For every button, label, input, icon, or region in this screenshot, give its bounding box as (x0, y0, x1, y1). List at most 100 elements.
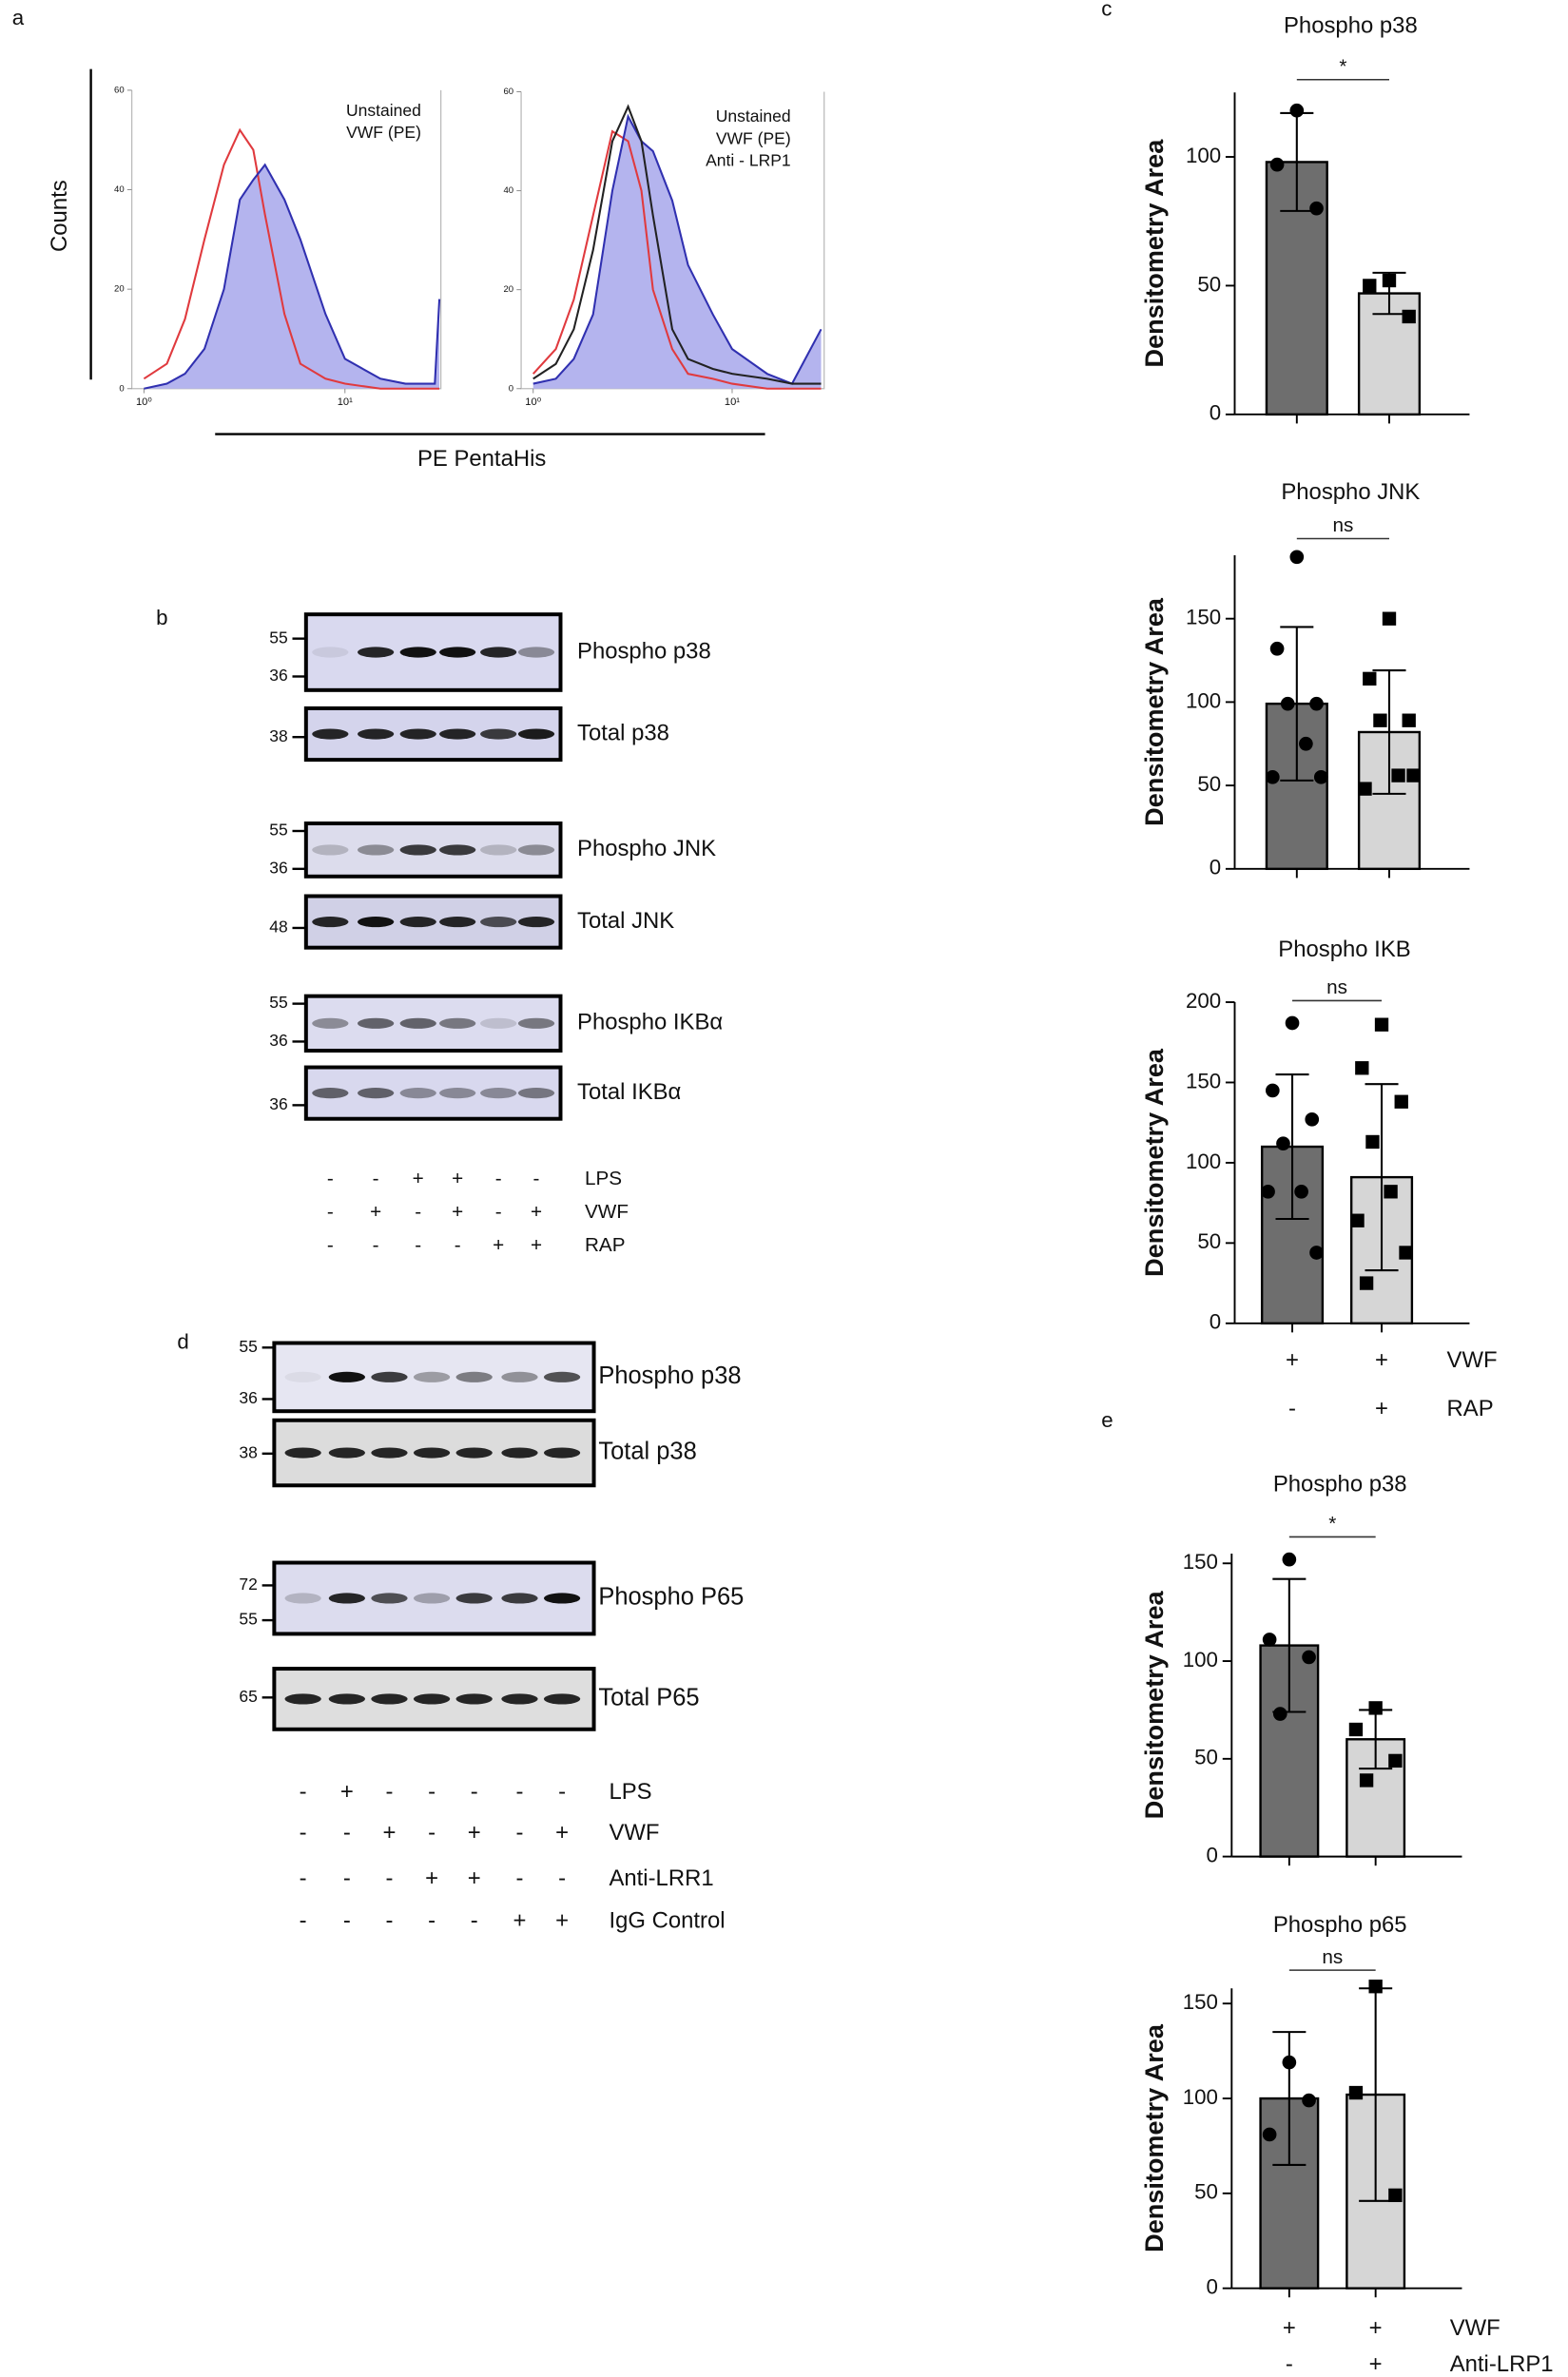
condition-sign: + (382, 1820, 396, 1846)
data-point (1373, 713, 1387, 727)
condition-label: IgG Control (609, 1907, 725, 1933)
blot-label: Phospho p38 (577, 638, 711, 664)
data-point (1363, 279, 1377, 293)
marker-label: 36 (239, 1388, 257, 1407)
blot-band (439, 1017, 476, 1029)
data-point (1359, 1276, 1374, 1290)
condition-label: VWF (1447, 1347, 1498, 1373)
marker-label: 72 (239, 1575, 257, 1594)
blot-band (543, 1447, 581, 1459)
condition-sign: + (452, 1201, 463, 1223)
data-point (1309, 201, 1324, 216)
blot-band (413, 1593, 451, 1604)
data-point (1313, 770, 1328, 784)
x-tick-label: 10¹ (725, 396, 740, 408)
blot-band (480, 1088, 517, 1099)
condition-sign: - (471, 1907, 478, 1933)
blot-label: Phospho IKBα (577, 1010, 723, 1035)
data-point (1350, 1213, 1365, 1227)
blot-band (517, 917, 555, 928)
y-tick-label: 150 (1186, 606, 1221, 629)
histogram-line (532, 113, 823, 385)
condition-label: LPS (609, 1779, 651, 1805)
blot-band (284, 1371, 321, 1382)
condition-sign: - (516, 1865, 524, 1891)
error-bar (1275, 1073, 1309, 1221)
condition-sign: + (468, 1820, 481, 1846)
blot-strip (272, 1341, 596, 1414)
condition-sign: + (1286, 1347, 1299, 1373)
panel-label: d (177, 1329, 188, 1353)
blot-band (517, 844, 555, 856)
chart-title: Phospho p38 (1284, 12, 1418, 38)
blot-band (358, 647, 395, 658)
data-point (1382, 611, 1397, 626)
blot-band (312, 647, 349, 658)
condition-sign: - (343, 1820, 351, 1846)
condition-sign: - (455, 1234, 461, 1256)
blot-strip (272, 1560, 596, 1636)
y-axis-label: Densitometry Area (1139, 139, 1169, 368)
error-bar (1280, 626, 1314, 782)
condition-sign: + (1369, 2351, 1383, 2377)
legend-entry: VWF (PE) (346, 123, 421, 142)
data-point (1309, 696, 1324, 711)
y-axis-label: Densitometry Area (1139, 2023, 1169, 2252)
condition-sign: + (555, 1820, 569, 1846)
data-point (1368, 1701, 1383, 1715)
y-axis-label: Densitometry Area (1139, 1048, 1169, 1277)
condition-sign: - (373, 1168, 379, 1189)
y-tick-label: 50 (1194, 1746, 1218, 1769)
blot-band (358, 1088, 395, 1099)
blot-band (480, 728, 517, 740)
significance-label: * (1328, 1513, 1336, 1535)
marker-label: 55 (239, 1610, 257, 1629)
y-axis-label: Densitometry Area (1139, 597, 1169, 826)
marker-label: 36 (269, 1094, 287, 1113)
blot-band (312, 1088, 349, 1099)
histogram-fill (144, 164, 440, 389)
blot-label: Phospho p38 (598, 1362, 741, 1389)
marker-label: 55 (269, 628, 287, 647)
x-axis-label: PE PentaHis (417, 446, 546, 472)
blot-band (399, 647, 436, 658)
y-tick-label: 100 (1183, 1648, 1218, 1672)
blot-band (399, 1017, 436, 1029)
blot-band (480, 1017, 517, 1029)
condition-sign: - (428, 1779, 436, 1805)
y-tick-label: 0 (1210, 1310, 1221, 1334)
blot-band (480, 647, 517, 658)
significance-label: ns (1322, 1946, 1343, 1968)
condition-sign: - (327, 1234, 334, 1256)
condition-sign: - (471, 1779, 478, 1805)
condition-sign: + (1283, 2315, 1296, 2341)
y-tick-label: 0 (1207, 1844, 1218, 1867)
condition-sign: - (558, 1779, 566, 1805)
y-tick-label: 50 (1194, 2180, 1218, 2204)
data-point (1402, 713, 1416, 727)
blot-label: Phospho P65 (598, 1584, 744, 1611)
x-tick-label: 10⁰ (525, 396, 541, 408)
blot-band (312, 1017, 349, 1029)
panel-label: b (156, 606, 167, 629)
blot-band (455, 1593, 493, 1604)
blot-band (312, 728, 349, 740)
data-point (1368, 1980, 1383, 1994)
y-tick-label: 0 (1207, 2275, 1218, 2299)
marker-label: 55 (239, 1337, 257, 1356)
y-tick-label: 40 (114, 184, 125, 195)
significance-label: ns (1332, 514, 1353, 536)
y-tick-label: 150 (1183, 1990, 1218, 2014)
blot-band (517, 647, 555, 658)
condition-sign: + (370, 1201, 381, 1223)
blot-band (328, 1371, 365, 1382)
data-point (1365, 1134, 1380, 1150)
condition-sign: - (516, 1779, 524, 1805)
blot-label: Phospho JNK (577, 836, 716, 861)
blot-band (358, 844, 395, 856)
blot-band (284, 1593, 321, 1604)
condition-sign: + (452, 1168, 463, 1189)
blot-band (328, 1693, 365, 1705)
data-point (1302, 2093, 1316, 2108)
